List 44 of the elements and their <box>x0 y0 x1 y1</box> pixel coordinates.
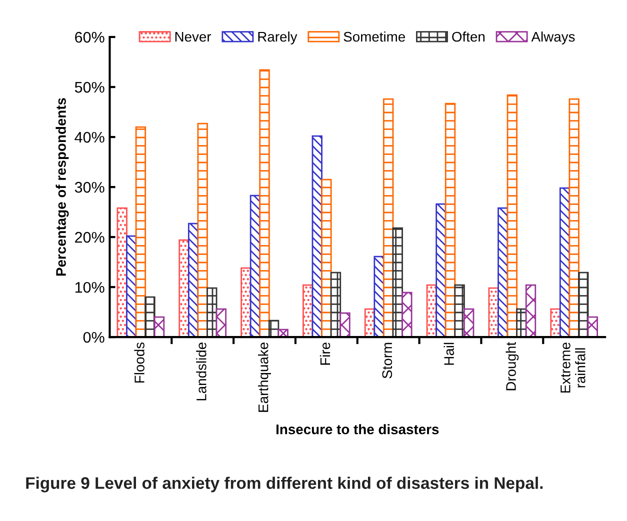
x-tick-label: Floods <box>134 342 144 382</box>
bar <box>330 272 342 338</box>
bar <box>525 284 536 338</box>
x-tick-label: Fire <box>320 342 330 365</box>
x-tick-label: Storm <box>382 342 392 378</box>
legend-label: Rarely <box>258 31 298 44</box>
bar <box>206 287 218 338</box>
y-tick-label: 20% <box>75 232 104 243</box>
x-tick-label: Drought <box>506 342 519 390</box>
y-tick-label: 10% <box>75 282 104 293</box>
bar <box>321 178 332 338</box>
bar <box>444 102 456 338</box>
bar <box>340 312 350 338</box>
y-tick-label: 40% <box>74 132 104 143</box>
caption: Figure 9 Level of anxiety from different kind of disasters in Nepal. <box>26 476 543 492</box>
bar <box>506 94 518 338</box>
bar <box>587 316 598 338</box>
legend-label: Sometime <box>344 31 406 42</box>
legend-label: Always <box>531 31 575 44</box>
bar <box>197 122 208 338</box>
bar <box>144 296 156 338</box>
y-tick-label: 30% <box>74 182 104 193</box>
bar <box>464 308 474 338</box>
bar <box>568 98 580 338</box>
bar <box>154 316 165 338</box>
bar <box>259 69 270 338</box>
x-tick-label: Extreme rainfall <box>560 342 586 393</box>
bar <box>383 98 394 338</box>
y-tick-label: 0% <box>83 332 104 343</box>
bar <box>454 284 465 338</box>
x-tick-label: Landslide <box>196 342 206 400</box>
bar <box>216 308 227 338</box>
bar <box>392 227 403 338</box>
y-tick-label: 60% <box>75 32 104 43</box>
bar <box>402 292 412 338</box>
legend-label: Often <box>452 32 485 42</box>
x-axis-title: Insecure to the disasters <box>276 424 439 434</box>
x-tick-label: Earthquake <box>258 342 271 412</box>
bar <box>578 272 589 338</box>
y-tick-label: 50% <box>74 82 104 93</box>
y-axis-title: Percentage of respondents <box>56 98 69 276</box>
legend-label: Never <box>175 32 212 42</box>
x-tick-label: Hail <box>444 342 454 365</box>
bar <box>135 126 146 338</box>
